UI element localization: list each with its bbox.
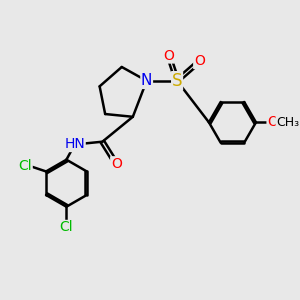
Text: Cl: Cl bbox=[60, 220, 73, 235]
Text: CH₃: CH₃ bbox=[276, 116, 299, 129]
Text: HN: HN bbox=[64, 137, 85, 152]
Text: Cl: Cl bbox=[19, 159, 32, 173]
Text: O: O bbox=[164, 49, 174, 63]
Text: N: N bbox=[141, 73, 152, 88]
Text: O: O bbox=[267, 115, 278, 129]
Text: S: S bbox=[172, 72, 182, 90]
Text: O: O bbox=[194, 55, 205, 68]
Text: O: O bbox=[111, 157, 122, 171]
